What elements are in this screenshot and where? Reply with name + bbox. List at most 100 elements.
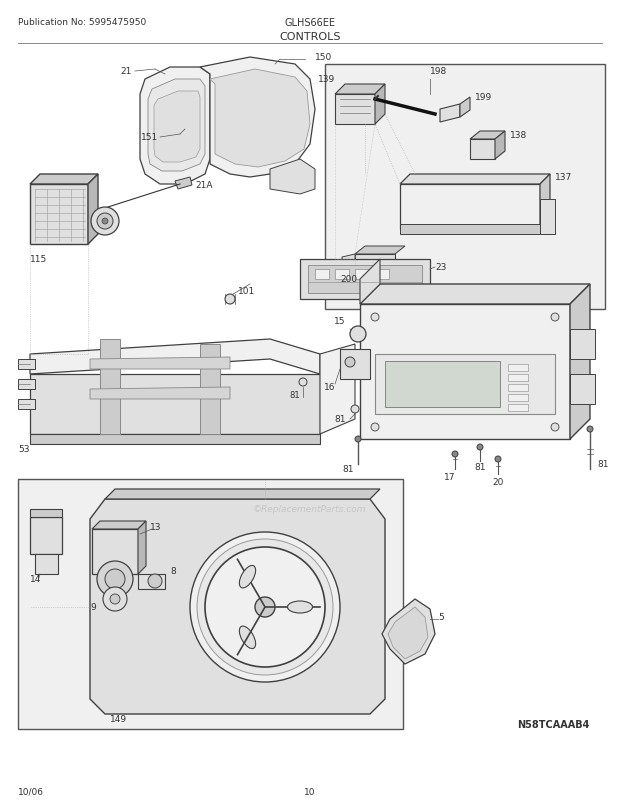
Text: 14: 14 [30,575,42,584]
Circle shape [103,587,127,611]
Polygon shape [355,255,395,268]
Polygon shape [355,247,405,255]
Polygon shape [30,435,320,444]
Text: 21A: 21A [195,180,213,189]
Polygon shape [140,68,210,184]
Polygon shape [360,285,590,305]
Polygon shape [18,399,35,410]
Circle shape [255,597,275,618]
Text: 9: 9 [91,603,96,612]
Text: 115: 115 [30,255,47,264]
Polygon shape [270,160,315,195]
Text: 81: 81 [334,415,346,424]
Polygon shape [154,92,200,163]
Circle shape [551,314,559,322]
Text: 10: 10 [304,787,316,796]
Circle shape [350,326,366,342]
Text: 101: 101 [238,287,255,296]
Text: 139: 139 [317,75,335,84]
Circle shape [102,219,108,225]
Text: 23: 23 [435,263,446,272]
Text: 16: 16 [324,383,335,392]
Text: 150: 150 [315,54,332,63]
Circle shape [495,456,501,463]
Circle shape [345,358,355,367]
Ellipse shape [288,602,312,614]
Text: ©ReplacementParts.com: ©ReplacementParts.com [253,505,367,514]
Polygon shape [92,529,138,574]
Polygon shape [342,255,355,269]
Polygon shape [470,140,495,160]
Polygon shape [100,339,120,435]
Polygon shape [200,58,315,178]
Circle shape [97,561,133,597]
Polygon shape [508,404,528,411]
Polygon shape [508,375,528,382]
Text: 199: 199 [475,93,492,103]
Polygon shape [30,509,62,517]
Text: 10/06: 10/06 [18,787,44,796]
Polygon shape [570,330,595,359]
Text: Publication No: 5995475950: Publication No: 5995475950 [18,18,146,27]
Text: 21: 21 [121,67,132,76]
Ellipse shape [239,626,255,649]
Polygon shape [88,175,98,245]
Polygon shape [92,521,146,529]
Circle shape [190,533,340,683]
Text: CONTROLS: CONTROLS [279,32,341,42]
Text: 15: 15 [334,317,345,326]
Polygon shape [400,184,540,229]
Polygon shape [18,379,35,390]
Polygon shape [340,350,370,379]
Polygon shape [30,175,98,184]
Polygon shape [495,132,505,160]
Polygon shape [105,489,380,500]
Text: N58TCAAAB4: N58TCAAAB4 [518,719,590,729]
Polygon shape [320,345,355,435]
Polygon shape [308,265,422,294]
Text: 13: 13 [150,523,161,532]
Text: 20: 20 [492,478,503,487]
Text: 81: 81 [342,465,354,474]
Text: 8: 8 [170,567,175,576]
Polygon shape [460,98,470,118]
Polygon shape [570,285,590,439]
Text: 81: 81 [290,391,300,400]
Polygon shape [335,85,385,95]
Polygon shape [508,395,528,402]
Circle shape [355,436,361,443]
Polygon shape [90,387,230,399]
Polygon shape [30,184,88,245]
Text: 151: 151 [141,133,158,142]
Polygon shape [90,358,230,370]
Polygon shape [382,599,435,664]
Polygon shape [540,200,555,235]
Polygon shape [138,521,146,574]
Circle shape [587,427,593,432]
Text: 81: 81 [474,463,485,472]
Bar [18,480,403,729]
Polygon shape [335,269,349,280]
Text: 5: 5 [438,613,444,622]
Polygon shape [375,85,385,125]
Polygon shape [300,260,430,300]
Circle shape [91,208,119,236]
Polygon shape [508,365,528,371]
Polygon shape [335,95,375,125]
Polygon shape [540,175,550,229]
Circle shape [371,314,379,322]
Text: 138: 138 [510,131,527,140]
Polygon shape [30,517,62,554]
Polygon shape [570,375,595,404]
Polygon shape [210,70,310,168]
Polygon shape [35,554,58,574]
Polygon shape [375,354,555,415]
Polygon shape [90,500,385,714]
Polygon shape [400,225,540,235]
Circle shape [97,214,113,229]
Circle shape [477,444,483,451]
Polygon shape [385,362,500,407]
Circle shape [110,594,120,604]
Text: 53: 53 [18,445,30,454]
Polygon shape [175,178,192,190]
